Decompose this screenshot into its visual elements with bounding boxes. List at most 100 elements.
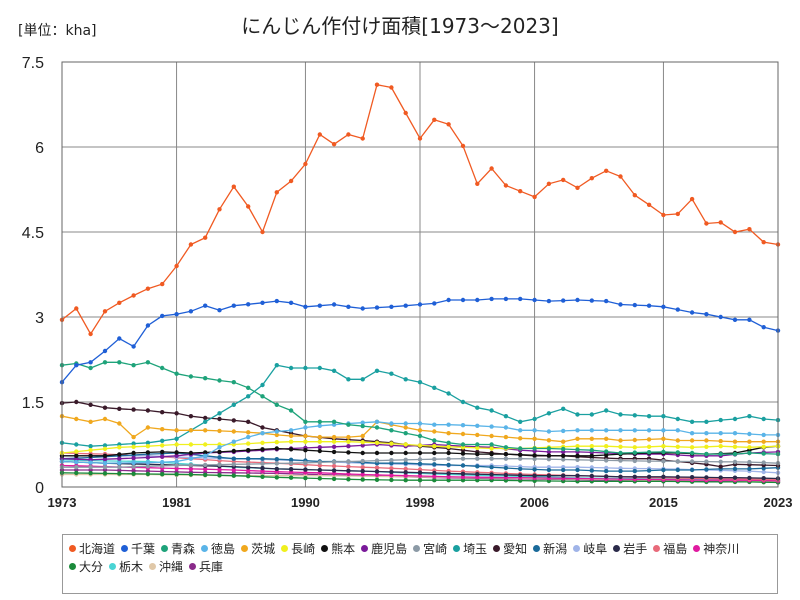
data-point — [231, 467, 236, 473]
data-point — [604, 449, 609, 454]
legend-item: 沖縄 — [149, 557, 183, 575]
series-2 — [59, 296, 781, 385]
data-point — [360, 458, 365, 464]
data-point — [74, 465, 79, 470]
data-point — [102, 465, 108, 470]
legend-label: 岩手 — [623, 541, 648, 556]
data-point — [403, 478, 408, 483]
data-point — [102, 405, 108, 410]
data-point — [174, 442, 179, 447]
data-point — [761, 469, 766, 475]
data-point — [575, 447, 580, 452]
data-point — [618, 438, 623, 443]
data-point — [761, 444, 766, 449]
data-point — [374, 425, 380, 430]
y-tick-label: 7.5 — [22, 55, 44, 72]
data-point — [131, 293, 136, 298]
data-point — [403, 457, 408, 462]
y-tick-label: 3 — [35, 310, 44, 327]
data-point — [374, 477, 380, 482]
data-point — [331, 368, 337, 373]
data-point — [446, 431, 451, 436]
data-point — [174, 371, 179, 376]
data-point — [231, 184, 236, 189]
data-point — [288, 461, 294, 466]
data-point — [360, 440, 365, 445]
data-point — [117, 360, 122, 365]
data-point — [732, 229, 738, 235]
data-point — [246, 385, 251, 390]
data-point — [489, 472, 494, 477]
data-point — [503, 456, 509, 461]
data-point — [260, 382, 265, 388]
data-point — [417, 380, 423, 385]
data-point — [174, 472, 179, 477]
data-point — [546, 438, 552, 443]
series-4 — [59, 419, 781, 466]
data-point — [102, 471, 108, 476]
data-point — [675, 416, 680, 422]
data-point — [518, 452, 523, 457]
data-point — [632, 458, 637, 464]
data-point — [74, 416, 79, 422]
data-point — [203, 376, 208, 381]
x-tick-label: 1990 — [291, 495, 320, 510]
data-point — [604, 458, 609, 463]
data-point — [646, 468, 652, 473]
data-point — [417, 421, 423, 426]
legend-marker — [161, 544, 169, 552]
data-point — [646, 474, 652, 479]
legend-label: 茨城 — [251, 541, 276, 556]
data-point — [689, 310, 695, 315]
data-point — [117, 445, 122, 450]
data-point — [303, 467, 308, 472]
data-point — [689, 459, 695, 464]
data-point — [102, 461, 108, 466]
data-point — [288, 300, 294, 305]
data-point — [689, 445, 695, 450]
data-point — [675, 428, 680, 433]
legend-marker — [281, 544, 289, 552]
data-point — [432, 462, 437, 467]
data-point — [389, 441, 394, 446]
data-point — [589, 176, 594, 181]
data-point — [403, 425, 408, 430]
data-point — [145, 425, 151, 430]
series-5 — [59, 414, 781, 444]
data-point — [74, 459, 79, 465]
legend-item: 熊本 — [321, 539, 355, 557]
data-point — [718, 220, 723, 225]
data-point — [489, 451, 494, 457]
data-point — [274, 446, 279, 451]
data-point — [389, 421, 394, 426]
data-point — [374, 450, 380, 456]
data-point — [231, 303, 236, 308]
legend-item: 福島 — [653, 539, 687, 557]
data-point — [532, 467, 537, 472]
data-point — [160, 443, 165, 448]
legend-marker — [189, 562, 197, 570]
data-point — [317, 419, 322, 424]
data-point — [518, 296, 523, 302]
data-point — [274, 432, 279, 438]
data-point — [317, 439, 322, 444]
data-point — [260, 431, 265, 436]
data-point — [446, 444, 451, 449]
data-point — [74, 453, 79, 458]
legend-label: 大分 — [79, 559, 104, 574]
data-point — [331, 142, 337, 147]
data-point — [117, 406, 122, 411]
data-point — [160, 438, 165, 443]
data-point — [246, 430, 251, 435]
data-point — [288, 433, 294, 439]
data-point — [446, 478, 451, 483]
data-point — [403, 431, 408, 436]
data-point — [661, 212, 666, 218]
data-point — [403, 377, 408, 382]
data-point — [503, 472, 509, 478]
y-tick-label: 4.5 — [22, 225, 44, 242]
data-point — [131, 464, 136, 469]
data-point — [317, 463, 322, 468]
data-point — [704, 467, 709, 472]
